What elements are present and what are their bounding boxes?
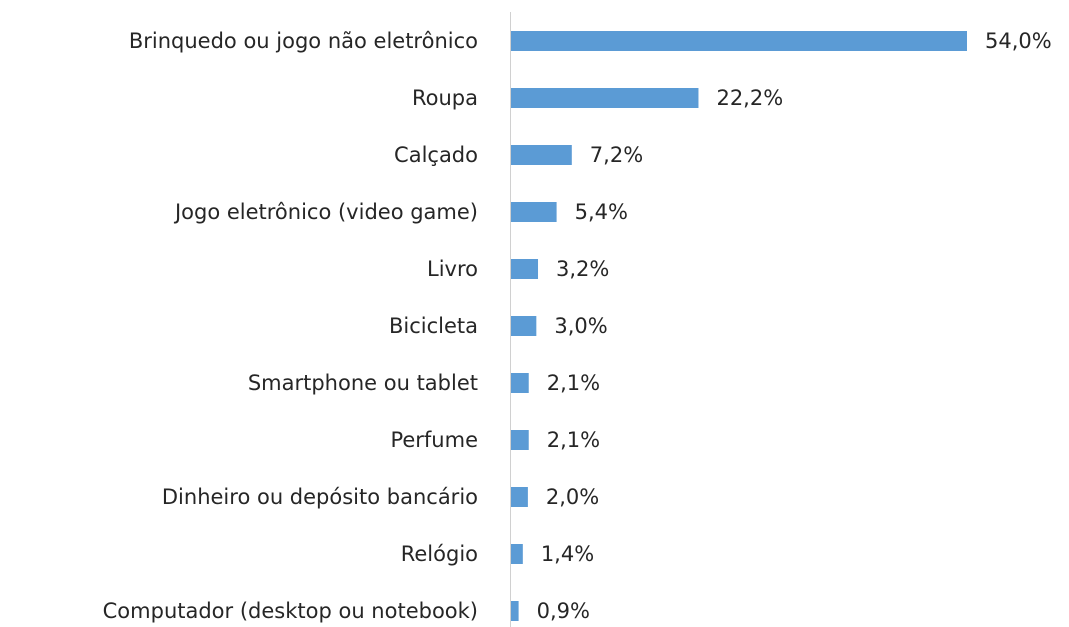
value-label: 2,1% [547,371,600,395]
value-label: 22,2% [716,86,783,110]
bar [511,544,523,564]
value-label: 2,0% [546,485,599,509]
bar [511,88,699,108]
value-label: 2,1% [547,428,600,452]
bar [511,145,572,165]
bar [511,430,529,450]
category-label: Roupa [412,86,478,110]
category-label: Dinheiro ou depósito bancário [162,485,478,509]
value-label: 54,0% [985,29,1052,53]
bar [511,601,519,621]
value-label: 5,4% [575,200,628,224]
bar [511,202,557,222]
category-label: Calçado [394,143,478,167]
bar [511,316,537,336]
category-label: Smartphone ou tablet [248,371,478,395]
bar [511,487,528,507]
category-label: Jogo eletrônico (video game) [173,200,478,224]
category-label: Relógio [401,542,478,566]
category-label: Perfume [390,428,478,452]
category-label: Bicicleta [389,314,478,338]
bar [511,31,967,51]
bar [511,373,529,393]
value-label: 0,9% [537,599,590,623]
value-label: 1,4% [541,542,594,566]
value-label: 3,0% [554,314,607,338]
value-label: 7,2% [590,143,643,167]
category-label: Brinquedo ou jogo não eletrônico [129,29,478,53]
value-label: 3,2% [556,257,609,281]
category-label: Computador (desktop ou notebook) [103,599,478,623]
bar [511,259,539,279]
category-label: Livro [427,257,478,281]
